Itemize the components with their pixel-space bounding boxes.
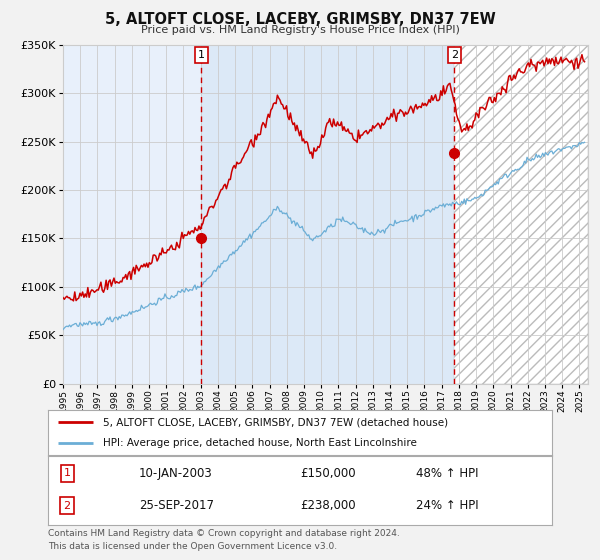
Bar	[202, 45, 454, 384]
Text: 10-JAN-2003: 10-JAN-2003	[139, 467, 212, 480]
Bar	[454, 45, 588, 384]
Text: £150,000: £150,000	[300, 467, 356, 480]
Text: 25-SEP-2017: 25-SEP-2017	[139, 499, 214, 512]
Text: HPI: Average price, detached house, North East Lincolnshire: HPI: Average price, detached house, Nort…	[103, 437, 418, 447]
Text: 2: 2	[64, 501, 71, 511]
Text: Price paid vs. HM Land Registry's House Price Index (HPI): Price paid vs. HM Land Registry's House …	[140, 25, 460, 35]
Text: £238,000: £238,000	[300, 499, 356, 512]
Text: 2: 2	[451, 50, 458, 60]
Bar	[63, 45, 202, 384]
Bar	[454, 45, 588, 384]
Text: 24% ↑ HPI: 24% ↑ HPI	[416, 499, 479, 512]
Text: 1: 1	[198, 50, 205, 60]
Text: 48% ↑ HPI: 48% ↑ HPI	[416, 467, 478, 480]
Text: 5, ALTOFT CLOSE, LACEBY, GRIMSBY, DN37 7EW: 5, ALTOFT CLOSE, LACEBY, GRIMSBY, DN37 7…	[104, 12, 496, 27]
Text: 5, ALTOFT CLOSE, LACEBY, GRIMSBY, DN37 7EW (detached house): 5, ALTOFT CLOSE, LACEBY, GRIMSBY, DN37 7…	[103, 417, 449, 427]
Text: This data is licensed under the Open Government Licence v3.0.: This data is licensed under the Open Gov…	[48, 542, 337, 550]
Text: Contains HM Land Registry data © Crown copyright and database right 2024.: Contains HM Land Registry data © Crown c…	[48, 529, 400, 538]
Text: 1: 1	[64, 469, 71, 478]
